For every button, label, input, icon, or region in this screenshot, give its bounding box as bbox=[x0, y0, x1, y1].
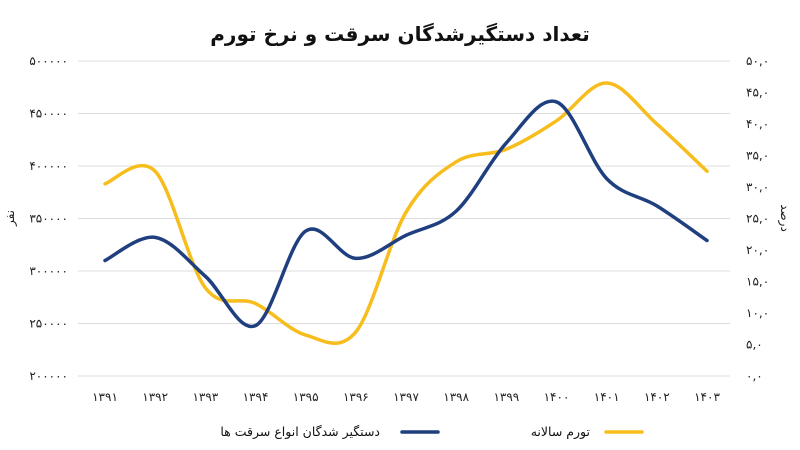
left-tick-label: ۴۰۰۰۰۰ bbox=[29, 159, 68, 173]
series-line-annual-inflation bbox=[103, 81, 709, 345]
x-tick-label: ۱۳۹۶ bbox=[343, 390, 369, 404]
x-tick-label: ۱۴۰۳ bbox=[694, 390, 720, 404]
right-tick-label: ۰,۰ bbox=[746, 369, 763, 383]
series-line-robbery-arrests bbox=[103, 99, 709, 329]
series-lines bbox=[103, 81, 709, 345]
right-tick-label: ۳۵,۰ bbox=[746, 149, 769, 163]
right-axis-label: درصد bbox=[777, 204, 792, 232]
legend: دستگیر شدگان انواع سرقت ها تورم سالانه bbox=[220, 424, 644, 440]
left-tick-label: ۲۵۰۰۰۰ bbox=[29, 317, 68, 331]
x-tick-label: ۱۳۹۱ bbox=[92, 390, 118, 404]
right-tick-label: ۱۰,۰ bbox=[746, 306, 769, 320]
x-tick-label: ۱۳۹۴ bbox=[243, 390, 269, 404]
legend-label-robbery-arrests: دستگیر شدگان انواع سرقت ها bbox=[220, 424, 380, 440]
right-tick-label: ۴۵,۰ bbox=[746, 86, 769, 100]
grid-lines bbox=[78, 60, 730, 377]
legend-label-annual-inflation: تورم سالانه bbox=[531, 424, 591, 440]
left-tick-label: ۳۰۰۰۰۰ bbox=[29, 264, 68, 278]
x-tick-label: ۱۳۹۷ bbox=[393, 390, 419, 404]
x-tick-label: ۱۴۰۰ bbox=[544, 390, 570, 404]
right-tick-label: ۲۵,۰ bbox=[746, 212, 769, 226]
x-tick-label: ۱۳۹۳ bbox=[192, 390, 218, 404]
x-tick-label: ۱۴۰۲ bbox=[644, 390, 670, 404]
x-tick-label: ۱۳۹۸ bbox=[443, 390, 469, 404]
right-tick-label: ۴۰,۰ bbox=[746, 117, 769, 131]
x-tick-label: ۱۳۹۵ bbox=[293, 390, 319, 404]
x-axis-ticks: ۱۳۹۱ ۱۳۹۲ ۱۳۹۳ ۱۳۹۴ ۱۳۹۵ ۱۳۹۶ ۱۳۹۷ ۱۳۹۸ ۱۳۹۹ ۱۴۰۰… bbox=[92, 390, 720, 404]
left-tick-label: ۴۵۰۰۰۰ bbox=[29, 107, 68, 121]
x-tick-label: ۱۴۰۱ bbox=[594, 390, 620, 404]
left-tick-label: ۳۵۰۰۰۰ bbox=[29, 212, 68, 226]
left-tick-label: ۲۰۰۰۰۰ bbox=[29, 369, 68, 383]
right-tick-label: ۲۰,۰ bbox=[746, 243, 769, 257]
right-tick-label: ۵۰,۰ bbox=[746, 54, 769, 68]
chart-title: تعداد دستگیرشدگان سرقت و نرخ تورم bbox=[210, 22, 589, 46]
x-tick-label: ۱۳۹۲ bbox=[142, 390, 168, 404]
x-tick-label: ۱۳۹۹ bbox=[493, 390, 519, 404]
left-axis-ticks: ۲۰۰۰۰۰ ۲۵۰۰۰۰ ۳۰۰۰۰۰ ۳۵۰۰۰۰ ۴۰۰۰۰۰ ۴۵۰۰۰۰ ۵۰۰۰… bbox=[29, 54, 68, 383]
right-tick-label: ۳۰,۰ bbox=[746, 180, 769, 194]
right-axis-ticks: ۰,۰ ۵,۰ ۱۰,۰ ۱۵,۰ ۲۰,۰ ۲۵,۰ ۳۰,۰ ۳۵,۰ ۴۰,۰ ۴۵,۰ ۵۰… bbox=[746, 54, 769, 383]
right-tick-label: ۵,۰ bbox=[746, 338, 763, 352]
left-axis-label: نفر bbox=[3, 210, 18, 227]
left-tick-label: ۵۰۰۰۰۰ bbox=[29, 54, 68, 68]
right-tick-label: ۱۵,۰ bbox=[746, 275, 769, 289]
